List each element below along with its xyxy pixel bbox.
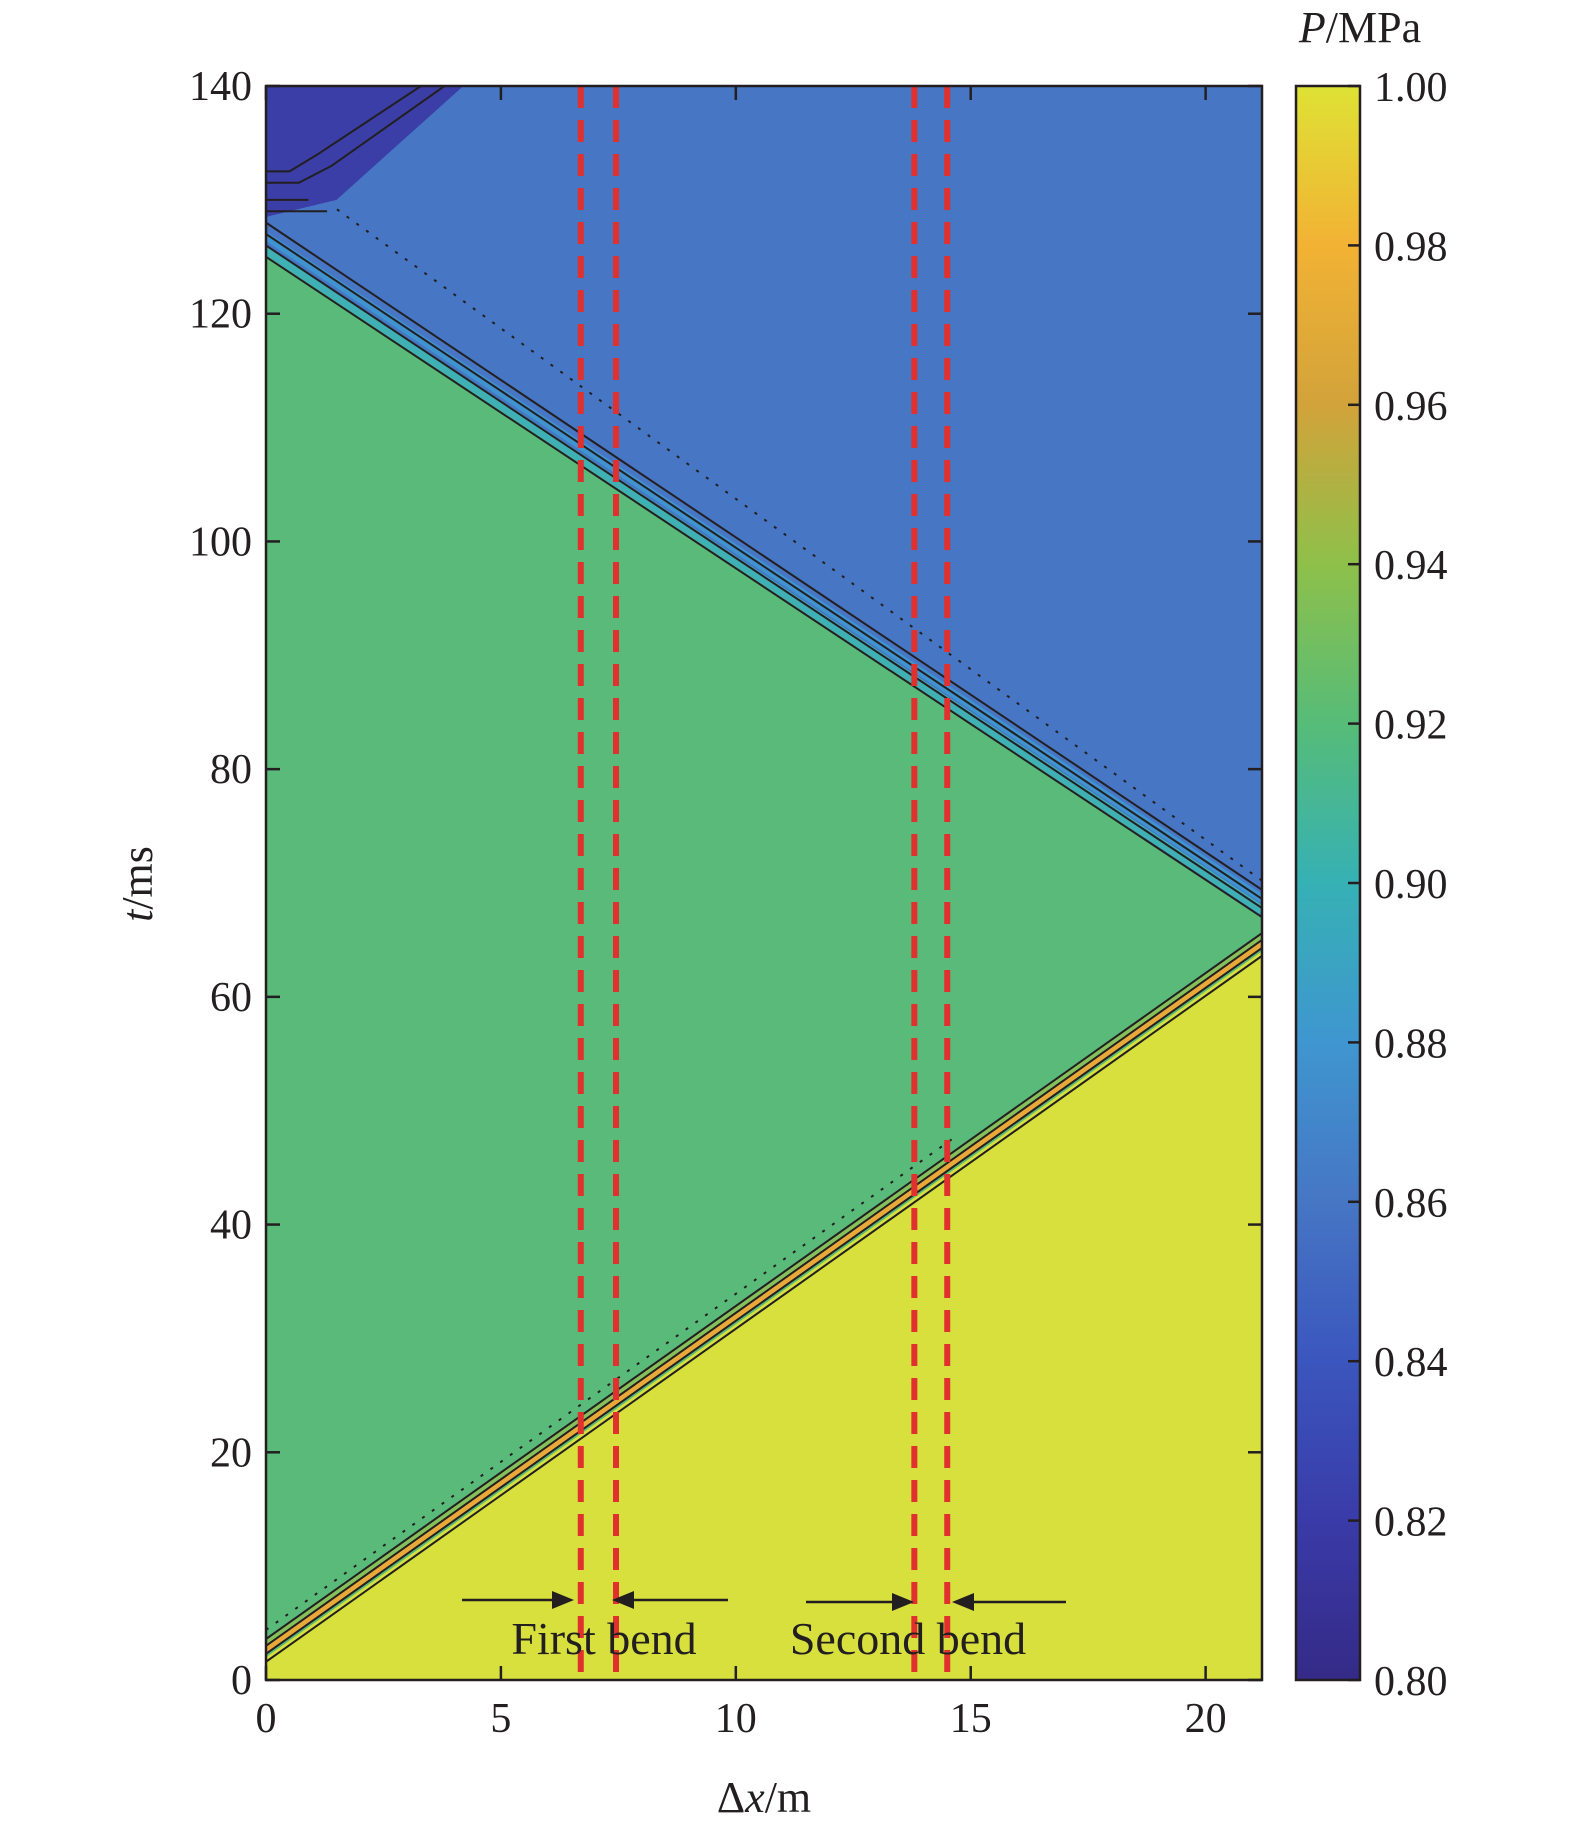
lowest-contour-1 <box>266 86 446 184</box>
second-bend-arrowhead-right <box>952 1593 974 1611</box>
contour-regions <box>266 86 1262 1680</box>
x-tick-label: 10 <box>715 1696 757 1742</box>
forward-contour-4 <box>266 932 1262 1640</box>
forward-contour-1 <box>266 955 1262 1663</box>
colorbar-tick-label: 0.92 <box>1374 703 1448 749</box>
x-axis-title: Δx/m <box>717 1773 811 1822</box>
y-tick-label: 140 <box>189 64 252 110</box>
reflected-contour-2 <box>266 244 1262 909</box>
reflected-contour-3 <box>266 233 1262 900</box>
colorbar-tick-label: 0.98 <box>1374 224 1448 270</box>
y-tick-label: 20 <box>210 1430 252 1476</box>
colorbar-title: P/MPa <box>1298 3 1421 52</box>
y-axis-title: t/ms <box>113 846 162 922</box>
y-axis-ticks: 0 20 40 60 80 100 120 140 <box>189 64 1262 1704</box>
first-bend-label: First bend <box>511 1613 696 1664</box>
region-lowest <box>266 86 464 217</box>
second-bend-label: Second bend <box>790 1613 1026 1664</box>
x-tick-label: 15 <box>950 1696 992 1742</box>
bend-markers <box>577 86 951 1680</box>
colorbar-tick-label: 0.88 <box>1374 1021 1448 1067</box>
contour-lines <box>266 86 1262 1663</box>
first-bend-arrowhead-left <box>552 1591 574 1609</box>
colorbar-tick-label: 0.90 <box>1374 862 1448 908</box>
colorbar-tick-label: 0.80 <box>1374 1659 1448 1705</box>
forward-contour-3 <box>266 939 1262 1647</box>
x-tick-label: 0 <box>256 1696 277 1742</box>
forward-band-green <box>266 934 1262 1645</box>
plot-frame <box>264 84 1264 1682</box>
reflected-contour-4 <box>266 221 1262 891</box>
colorbar-tick-label: 0.86 <box>1374 1181 1448 1227</box>
region-first-drop <box>266 245 1262 1680</box>
y-tick-label: 40 <box>210 1203 252 1249</box>
colorbar-ticks: 0.80 0.82 0.84 0.86 0.88 0.90 0.92 0.94 0.96 0.98… <box>1348 65 1448 1705</box>
colorbar-tick-label: 0.82 <box>1374 1500 1448 1546</box>
y-tick-label: 80 <box>210 747 252 793</box>
forward-dotted <box>266 1138 953 1631</box>
y-tick-label: 0 <box>231 1658 252 1704</box>
reflected-contour-1 <box>266 255 1262 918</box>
y-tick-label: 120 <box>189 292 252 338</box>
reflected-band-teal <box>266 246 1262 915</box>
lowest-contour-2 <box>266 86 422 173</box>
x-axis-ticks: 0 5 10 15 20 <box>256 86 1227 1742</box>
forward-contour-2 <box>266 947 1262 1655</box>
bend-annotations: First bend Second bend <box>462 1591 1066 1664</box>
first-bend-arrowhead-right <box>612 1591 634 1609</box>
colorbar-tick-label: 0.84 <box>1374 1340 1448 1386</box>
colorbar-tick-label: 1.00 <box>1374 65 1448 111</box>
x-tick-label: 20 <box>1185 1696 1227 1742</box>
second-bend-arrowhead-left <box>892 1593 914 1611</box>
y-tick-label: 100 <box>189 519 252 565</box>
y-tick-label: 60 <box>210 975 252 1021</box>
forward-band-orange <box>266 941 1262 1654</box>
x-tick-label: 5 <box>490 1696 511 1742</box>
colorbar-tick-label: 0.94 <box>1374 543 1448 589</box>
colorbar-tick-label: 0.96 <box>1374 384 1448 430</box>
